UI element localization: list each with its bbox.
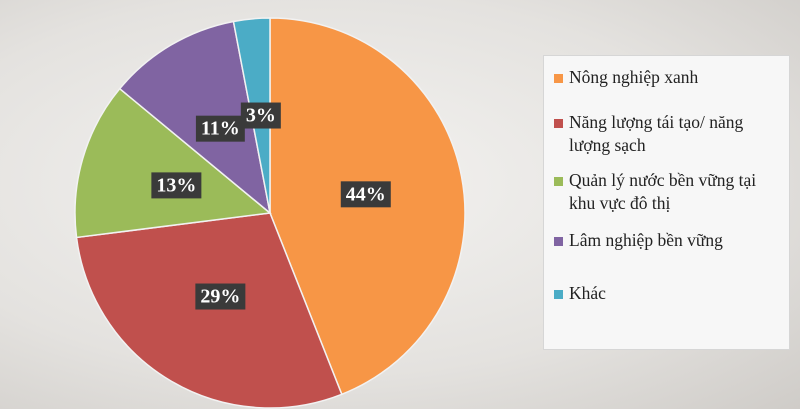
legend-label: Quản lý nước bền vững tại khu vực đô thị [569,170,757,213]
pie-slice [118,20,272,215]
data-label-text: 11% [201,118,240,140]
legend-label: Lâm nghiệp bền vững [569,230,723,250]
data-label-box [340,181,391,208]
data-label-box [195,115,245,142]
data-label: 11% [195,115,245,142]
data-label-text: 29% [200,286,240,308]
data-label-box [195,283,246,310]
legend-label: Nông nghiệp xanh [569,67,699,87]
data-label-text: 44% [346,183,386,205]
pie-area: 44% 29% 13% 11% 3% [74,17,466,409]
data-label: 44% [340,181,391,208]
data-label: 3% [240,102,281,129]
data-label: 13% [151,172,202,199]
legend: Nông nghiệp xanh Năng lượng tái tạo/ năng… [543,55,790,350]
legend-swatch [554,74,563,83]
data-label: 29% [195,283,246,310]
legend-entry: Nông nghiệp xanh [554,66,779,89]
legend-entry: Quản lý nước bền vững tại khu vực đô thị [554,169,779,215]
pie-slice [75,212,343,409]
legend-entry: Lâm nghiệp bền vững [554,229,779,252]
data-label-text: 3% [246,105,276,127]
data-label-box [151,172,202,199]
legend-swatch [554,177,563,186]
legend-label: Năng lượng tái tạo/ năng lượng sạch [569,112,744,155]
legend-swatch [554,119,563,128]
legend-label: Khác [569,283,606,303]
legend-entry: Năng lượng tái tạo/ năng lượng sạch [554,111,779,157]
legend-swatch [554,237,563,246]
data-label-box [240,102,281,129]
legend-entry: Khác [554,282,779,305]
data-label-text: 13% [156,174,196,196]
pie-slice [74,87,272,239]
legend-swatch [554,290,563,299]
